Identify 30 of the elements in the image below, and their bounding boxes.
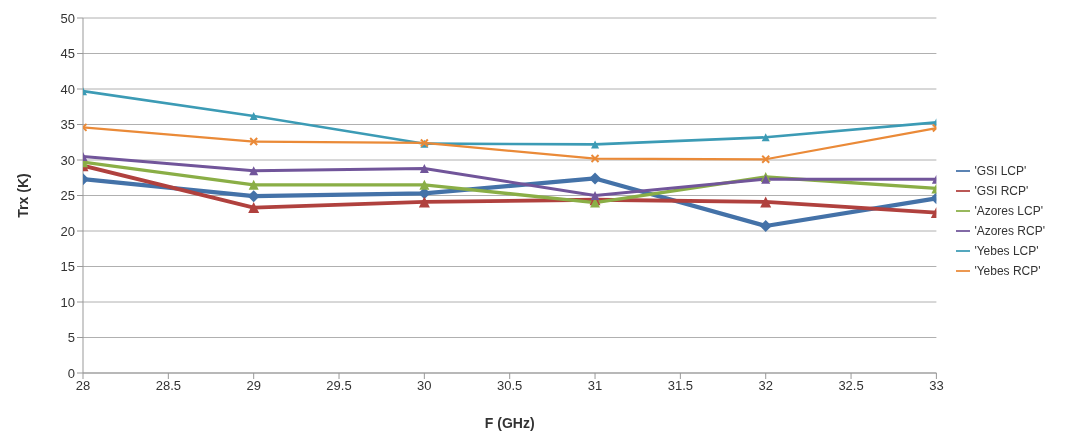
x-tick-label: 28 [75, 378, 91, 394]
y-tick-label: 15 [60, 259, 75, 275]
x-tick-label: 30 [417, 378, 432, 394]
y-axis-title: Trx (K) [14, 173, 31, 218]
legend-label: 'Azores RCP' [974, 223, 1045, 238]
legend-label: 'GSI RCP' [974, 183, 1029, 198]
y-tick-label: 25 [60, 188, 75, 204]
y-tick-label: 40 [60, 81, 75, 97]
y-tick-label: 35 [60, 117, 75, 133]
y-tick-label: 50 [60, 10, 75, 26]
legend-label: 'GSI LCP' [974, 163, 1027, 178]
y-tick-label: 20 [60, 223, 75, 239]
y-tick-label: 5 [67, 330, 75, 346]
x-tick-label: 32.5 [838, 378, 864, 394]
x-tick-label: 29 [246, 378, 261, 394]
legend-label: 'Yebes LCP' [974, 243, 1039, 258]
x-tick-label: 30.5 [497, 378, 523, 394]
x-tick-label: 31 [587, 378, 603, 394]
x-tick-label: 28.5 [155, 378, 181, 394]
x-tick-label: 31.5 [667, 378, 694, 394]
y-tick-label: 0 [67, 365, 75, 381]
x-tick-label: 29.5 [326, 378, 352, 394]
y-tick-label: 10 [60, 294, 75, 310]
legend-label: 'Yebes RCP' [974, 263, 1041, 278]
legend-label: 'Azores LCP' [974, 203, 1043, 218]
y-tick-label: 30 [60, 152, 75, 168]
x-tick-label: 32 [758, 378, 773, 394]
x-tick-label: 33 [929, 378, 944, 394]
x-axis-title: F (GHz) [484, 415, 535, 431]
y-tick-label: 45 [60, 46, 75, 62]
